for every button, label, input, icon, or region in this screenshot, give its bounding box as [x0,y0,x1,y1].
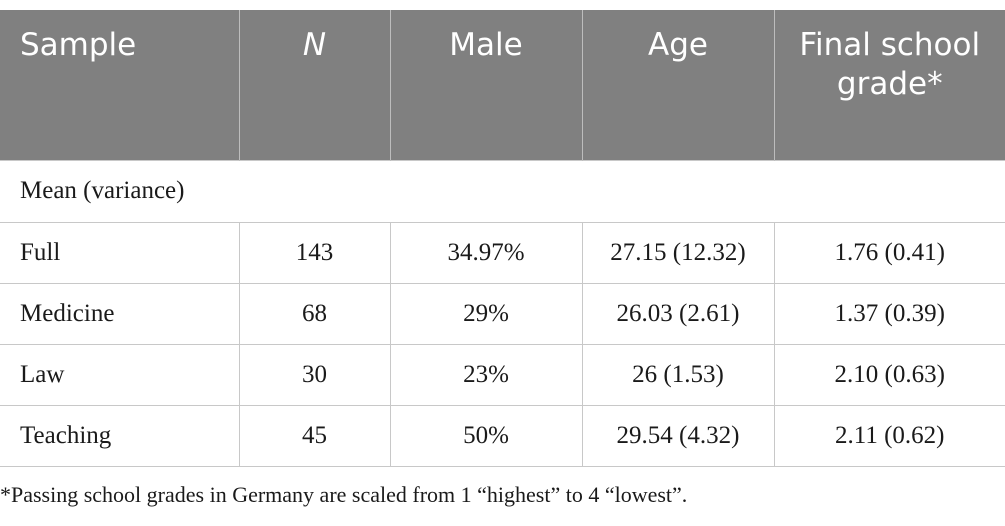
cell-age: 27.15 (12.32) [581,221,774,283]
cell-sample: Law [0,343,239,405]
cell-grade: 1.76 (0.41) [773,221,1005,283]
cell-grade: 2.11 (0.62) [773,404,1005,467]
cell-n: 68 [238,282,390,344]
table-row: Medicine 68 29% 26.03 (2.61) 1.37 (0.39) [0,282,1005,344]
cell-grade: 1.37 (0.39) [773,282,1005,344]
table-row: Full 143 34.97% 27.15 (12.32) 1.76 (0.41… [0,221,1005,283]
header-male: Male [389,10,582,160]
table-row: Law 30 23% 26 (1.53) 2.10 (0.63) [0,343,1005,405]
section-label: Mean (variance) [0,159,1005,222]
cell-male: 34.97% [389,221,582,283]
cell-n: 143 [238,221,390,283]
cell-age: 26.03 (2.61) [581,282,774,344]
table-body: Mean (variance) Full 143 34.97% 27.15 (1… [0,159,1005,467]
cell-age: 26 (1.53) [581,343,774,405]
cell-male: 23% [389,343,582,405]
cell-male: 29% [389,282,582,344]
cell-grade: 2.10 (0.63) [773,343,1005,405]
header-sample: Sample [0,10,239,160]
table-row: Teaching 45 50% 29.54 (4.32) 2.11 (0.62) [0,404,1005,467]
header-row: Sample N Male Age Final school grade* [0,10,1005,160]
cell-sample: Teaching [0,404,239,467]
sample-statistics-table: Sample N Male Age Final school grade* Me… [0,10,1005,467]
header-final-school-grade: Final school grade* [773,10,1005,160]
table-footnote: *Passing school grades in Germany are sc… [0,482,688,507]
cell-sample: Full [0,221,239,283]
table-header: Sample N Male Age Final school grade* [0,10,1005,160]
cell-male: 50% [389,404,582,467]
cell-age: 29.54 (4.32) [581,404,774,467]
header-age: Age [581,10,774,160]
section-row: Mean (variance) [0,159,1005,222]
cell-sample: Medicine [0,282,239,344]
header-n: N [238,10,390,160]
cell-n: 30 [238,343,390,405]
cell-n: 45 [238,404,390,467]
